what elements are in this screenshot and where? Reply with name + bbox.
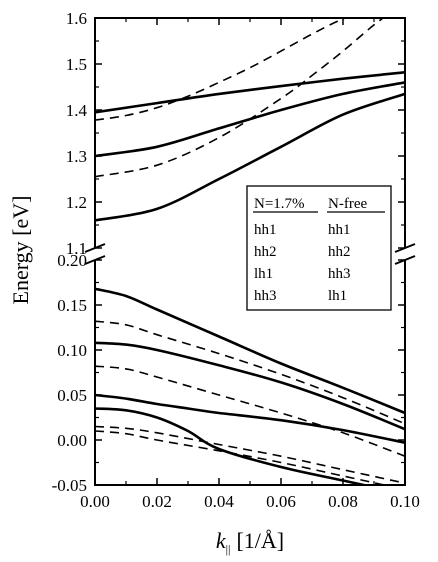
lower-panel-curves: [95, 287, 405, 485]
x-tick-label: 0.08: [328, 492, 358, 511]
legend-row-1-nfree: hh1: [328, 222, 351, 238]
legend-row-4-nfree: lh1: [328, 288, 347, 304]
lower-y-tick-label: 0.10: [57, 341, 87, 360]
upper-series-1-solid: [95, 71, 405, 114]
lower-series-3-solid: [95, 393, 405, 444]
lower-y-tick-label: 0.00: [57, 431, 87, 450]
upper-y-tick-label: 1.4: [66, 101, 88, 120]
upper-series-3-solid: [95, 92, 405, 222]
x-axis-unit: [1/Å]: [236, 528, 284, 553]
axis-ticks: 0.00 0.02 0.04 0.06 0.08 0.10 1.1 1.2 1.3 1.4 1.5 1…: [52, 9, 420, 511]
x-axis-symbol: k: [216, 528, 227, 553]
legend-row-2-n: hh2: [254, 244, 277, 260]
x-axis-subscript: ||: [226, 542, 231, 556]
lower-y-tick-label: 0.20: [57, 251, 87, 270]
x-tick-label: 0.04: [204, 492, 234, 511]
upper-y-tick-label: 1.3: [66, 147, 87, 166]
x-tick-label: 0.00: [80, 492, 110, 511]
legend-header-nfree: N-free: [328, 196, 367, 212]
legend-row-4-n: hh3: [254, 288, 277, 304]
upper-panel-curves: [95, 18, 405, 222]
x-axis-title: k|| [1/Å]: [216, 528, 284, 556]
lower-series-8-dashed: [95, 430, 389, 485]
lower-y-tick-label: 0.05: [57, 386, 87, 405]
legend-header-n: N=1.7%: [254, 196, 305, 212]
legend: N=1.7% N-free hh1 hh1 hh2 hh2 lh1 hh3 hh…: [246, 185, 392, 311]
lower-series-2-solid: [95, 341, 405, 431]
upper-y-tick-label: 1.6: [66, 9, 87, 28]
legend-row-1-n: hh1: [254, 222, 277, 238]
legend-row-2-nfree: hh2: [328, 244, 351, 260]
lower-y-tick-label: 0.15: [57, 296, 87, 315]
lower-series-1-solid: [95, 287, 405, 415]
upper-y-tick-label: 1.2: [66, 193, 87, 212]
legend-box: [246, 185, 392, 311]
upper-series-5-dashed: [95, 18, 385, 178]
y-axis-title: Energy [eV]: [8, 196, 33, 305]
x-tick-label: 0.10: [390, 492, 420, 511]
lower-series-6-dashed: [95, 365, 405, 457]
lower-series-7-dashed: [95, 425, 405, 484]
legend-row-3-nfree: hh3: [328, 266, 351, 282]
x-tick-label: 0.02: [142, 492, 172, 511]
upper-y-tick-label: 1.5: [66, 55, 87, 74]
x-tick-label: 0.06: [266, 492, 296, 511]
upper-y-tick-label: 1.1: [66, 239, 87, 258]
lower-y-tick-label: -0.05: [52, 476, 87, 495]
legend-row-3-n: lh1: [254, 266, 273, 282]
upper-series-4-dashed: [95, 18, 348, 121]
lower-series-5-dashed: [95, 320, 405, 425]
